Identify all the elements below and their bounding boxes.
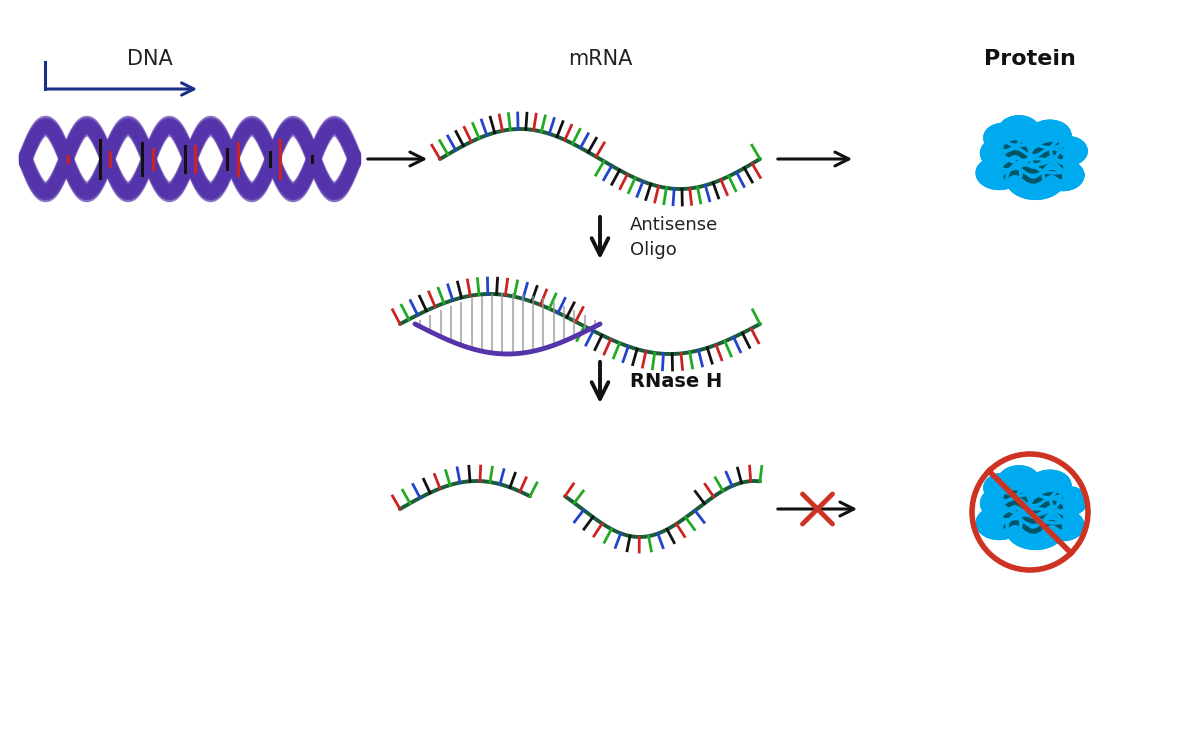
Polygon shape xyxy=(1043,161,1082,189)
Polygon shape xyxy=(982,137,1030,170)
Polygon shape xyxy=(1043,511,1082,539)
Text: mRNA: mRNA xyxy=(568,49,632,69)
Polygon shape xyxy=(1030,490,1079,523)
Polygon shape xyxy=(1000,476,1061,515)
Polygon shape xyxy=(1030,121,1069,148)
Text: RNase H: RNase H xyxy=(630,372,722,391)
Polygon shape xyxy=(1051,138,1086,164)
Polygon shape xyxy=(1000,467,1039,495)
Polygon shape xyxy=(977,508,1021,539)
Polygon shape xyxy=(1007,509,1064,548)
Polygon shape xyxy=(1051,488,1086,515)
Text: DNA: DNA xyxy=(127,49,173,69)
Polygon shape xyxy=(1000,126,1061,165)
Polygon shape xyxy=(1030,471,1069,498)
Text: Antisense
Oligo: Antisense Oligo xyxy=(630,217,719,260)
Polygon shape xyxy=(1000,117,1039,145)
Polygon shape xyxy=(1030,140,1079,173)
Polygon shape xyxy=(982,487,1030,520)
Polygon shape xyxy=(977,158,1021,189)
Text: Protein: Protein xyxy=(984,49,1076,69)
Polygon shape xyxy=(985,125,1020,151)
Polygon shape xyxy=(1007,159,1064,198)
Polygon shape xyxy=(985,475,1020,501)
